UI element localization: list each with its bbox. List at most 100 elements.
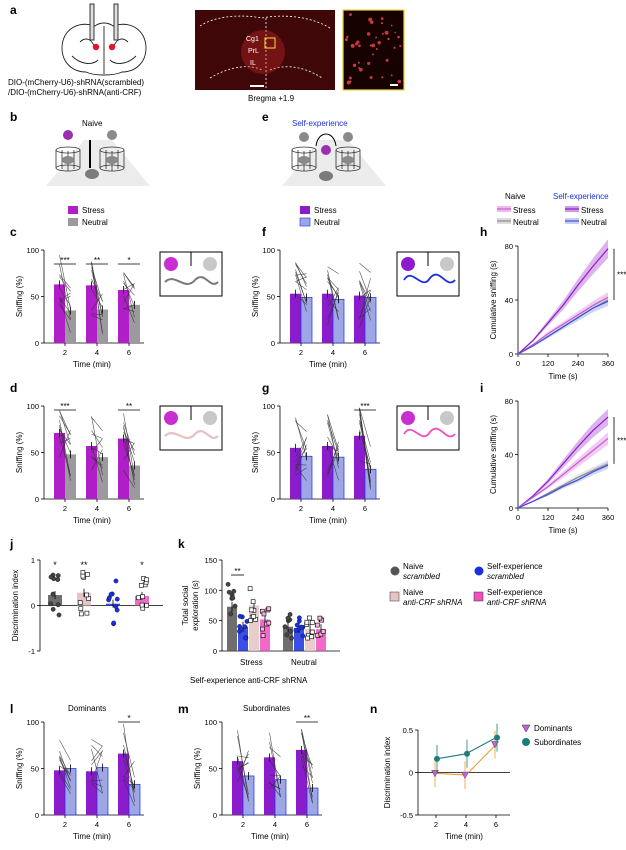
c-bar-stress — [54, 284, 65, 343]
g-subject-line — [327, 436, 339, 457]
m-xtick-label: 6 — [305, 820, 309, 829]
j-point — [80, 573, 86, 579]
d-subject-line — [91, 417, 103, 432]
g-sig-label: *** — [360, 402, 369, 411]
legend-k-naive-scr-2: scrambled — [403, 572, 440, 581]
k-point — [285, 615, 291, 621]
construct-line2: /DIO-(mCherry-U6)-shRNA(anti-CRF) — [8, 88, 142, 97]
c-subject-line — [91, 262, 103, 317]
h-series-line — [517, 300, 609, 355]
legend-fg-neutral: Neutral — [314, 218, 340, 227]
g-subject-line — [327, 422, 339, 464]
legend-n-dominants: Dominants — [534, 724, 572, 733]
l-subject-line — [91, 739, 103, 747]
k-point — [243, 635, 249, 641]
g-subject-line — [295, 448, 307, 462]
j-point — [48, 601, 54, 607]
m-subject-line — [237, 765, 249, 798]
i-xtick-label: 120 — [542, 513, 555, 522]
k-point — [309, 629, 315, 635]
f-xtick-label: 2 — [299, 348, 303, 357]
g-subject-line — [359, 461, 371, 465]
d-subject-line — [91, 433, 103, 439]
l-subject-line — [123, 744, 135, 793]
letter-e: e — [262, 110, 269, 124]
g-subject-line — [295, 421, 307, 432]
cell-dot — [372, 53, 374, 56]
k-point — [289, 635, 294, 641]
f-subject-line — [359, 296, 371, 328]
l-xtick-label: 4 — [95, 820, 99, 829]
k-bar — [305, 629, 315, 651]
f-subject-line — [327, 299, 339, 312]
j-point — [77, 600, 83, 605]
d-subject-line — [123, 470, 135, 488]
l-subject-line — [91, 783, 103, 794]
c-ytick-label: 50 — [31, 293, 39, 302]
stressed-demonstrator-icon — [321, 145, 331, 155]
c-bar-stress — [118, 289, 129, 343]
f-bar-stress — [354, 295, 365, 343]
k-point — [225, 582, 231, 587]
legend-k: Naive scrambled Self-experience scramble… — [389, 562, 546, 607]
chart-j: -101 * ** *Discrimination index — [11, 556, 163, 656]
m-bar-stress — [264, 757, 275, 815]
g-subject-line — [295, 436, 307, 470]
m-xlabel: Time (min) — [251, 832, 289, 841]
c-subject-line — [59, 276, 71, 292]
l-subject-line — [123, 778, 135, 790]
j-point — [55, 577, 61, 582]
f-subject-line — [359, 307, 371, 319]
j-ytick-label: 0 — [31, 602, 35, 611]
legend-k-naive-crf-1: Naive — [403, 588, 424, 597]
i-ytick-label: 0 — [509, 504, 513, 513]
letter-i: i — [480, 381, 483, 395]
cell-dot — [381, 76, 384, 79]
c-sig-label: * — [127, 256, 130, 265]
k-point — [282, 624, 288, 630]
d-sig-label: *** — [60, 402, 69, 411]
letter-d: d — [10, 381, 17, 395]
legend-cd-neutral: Neutral — [82, 218, 108, 227]
l-ytick-label: 0 — [35, 811, 39, 820]
chart-l: 0 50 100 2 4 6 Time (min) Sniffing (%) * — [15, 714, 144, 841]
cage-right-icon — [99, 146, 125, 172]
i-sem-band — [518, 408, 608, 508]
c-ytick-label: 0 — [35, 339, 39, 348]
d-subject-line — [91, 430, 103, 448]
k-point — [231, 588, 237, 594]
l-subject-line — [91, 750, 103, 765]
panel-k-xlabel-stress: Stress — [240, 658, 263, 667]
c-subject-line — [91, 313, 103, 315]
k-bar — [249, 605, 259, 651]
f-subject-line — [327, 266, 339, 274]
f-subject-line — [327, 270, 339, 319]
i-sem-band — [518, 459, 608, 508]
l-ylabel: Sniffing (%) — [15, 748, 24, 790]
g-subject-line — [359, 419, 371, 463]
f-subject-line — [359, 289, 371, 299]
d-subject-line — [59, 429, 71, 445]
m-ylabel: Sniffing (%) — [193, 748, 202, 790]
d-bar-neutral — [129, 465, 140, 499]
c-bar-neutral — [65, 310, 76, 343]
c-xlabel: Time (min) — [73, 360, 111, 369]
m-subject-line — [269, 760, 281, 777]
j-ylabel: Discrimination index — [11, 570, 20, 642]
g-xtick-label: 6 — [363, 504, 367, 513]
j-point — [48, 574, 54, 580]
n-point-subordinate — [434, 755, 440, 762]
l-subject-line — [59, 739, 71, 761]
cell-dot — [387, 37, 390, 41]
j-point — [78, 611, 84, 617]
l-xtick-label: 2 — [63, 820, 67, 829]
n-ytick-label: -0.5 — [400, 811, 413, 820]
h-sig-label: *** — [617, 270, 626, 279]
l-bar-stress — [86, 771, 97, 815]
c-subject-line — [59, 297, 71, 333]
k-point — [317, 615, 323, 621]
l-subject-line — [123, 779, 135, 806]
j-point — [85, 572, 90, 577]
k-point — [261, 611, 267, 617]
